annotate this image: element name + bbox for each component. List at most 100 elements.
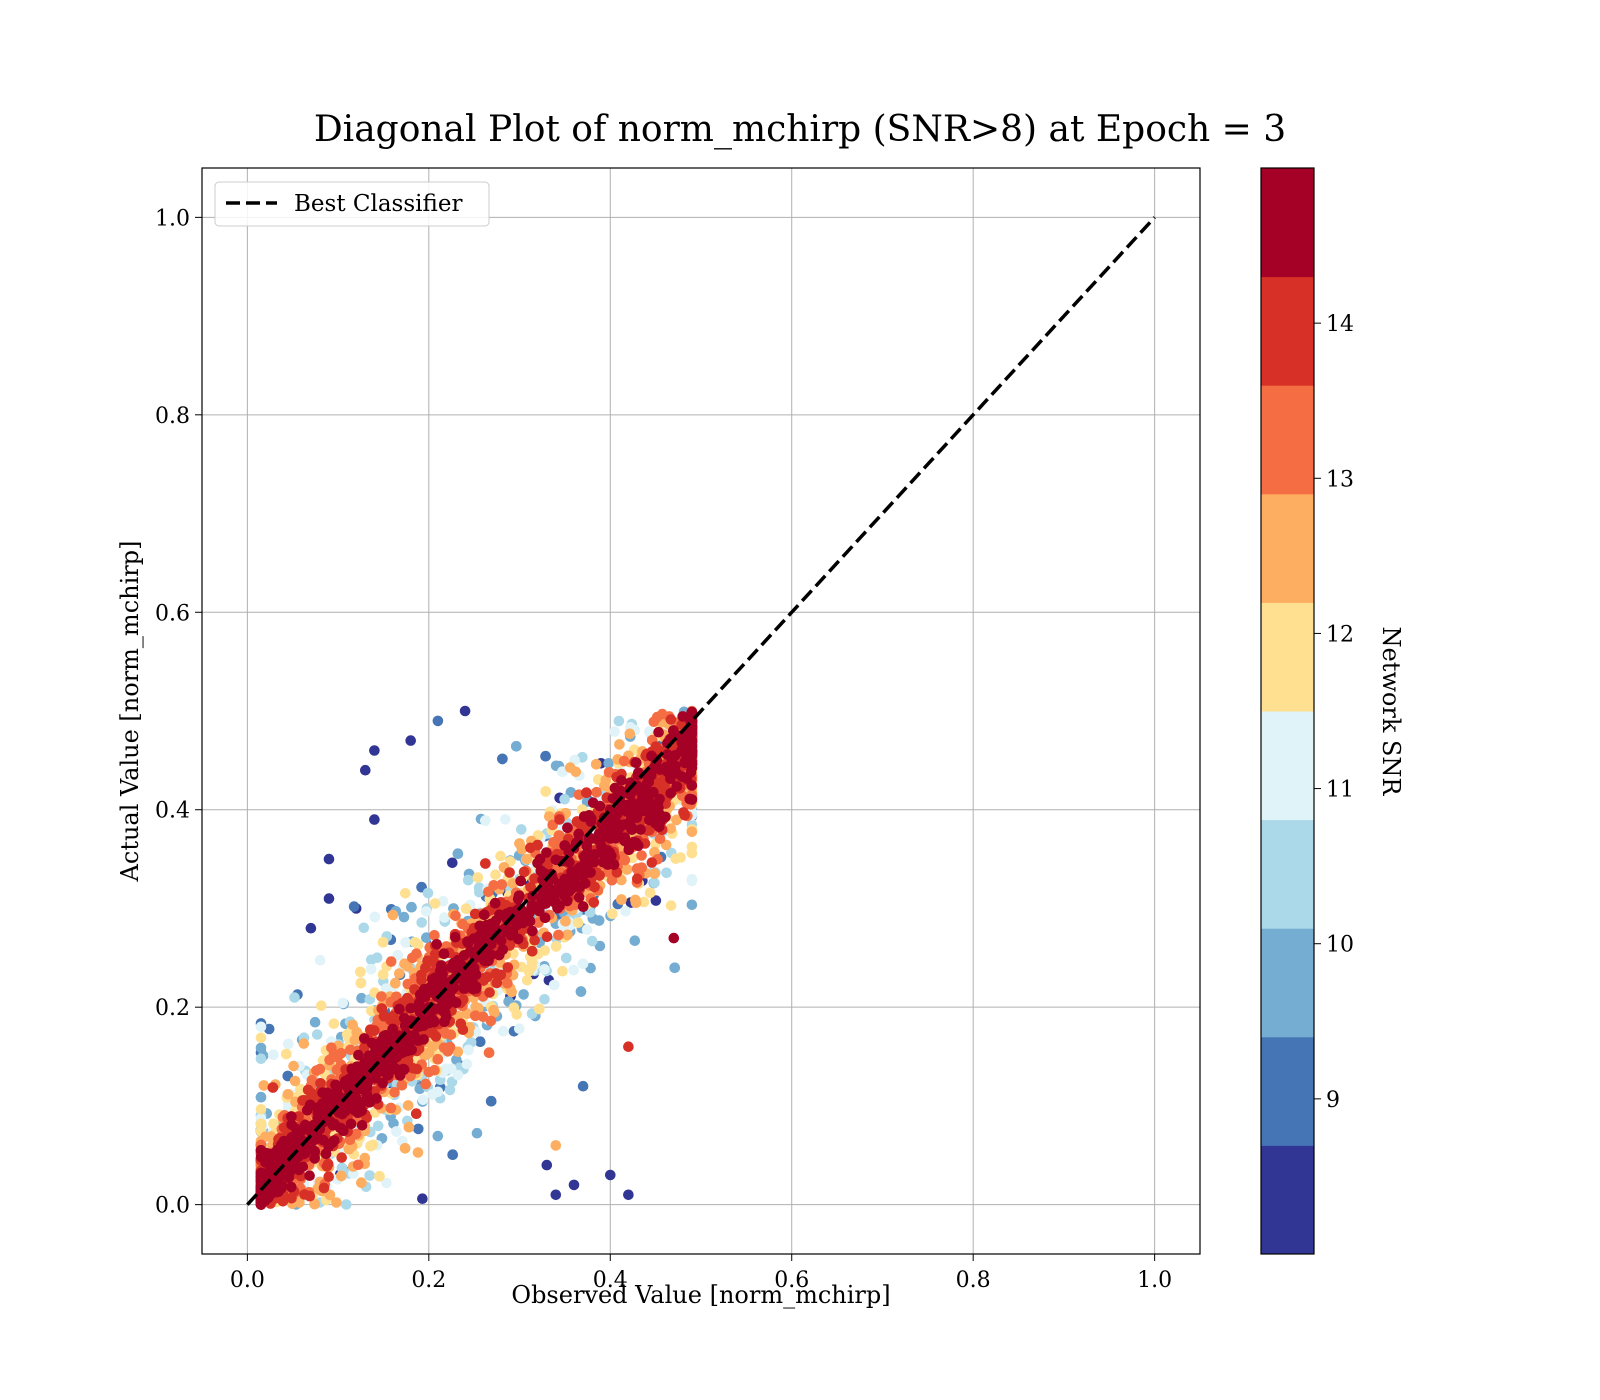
scatter-point [438,948,450,959]
scatter-point [594,940,606,952]
scatter-point [358,922,370,934]
scatter-point [306,1075,318,1086]
scatter-point [298,1038,310,1049]
scatter-point [376,991,387,1002]
scatter-point [432,1054,444,1065]
scatter-point [496,879,508,890]
scatter-point [553,929,564,941]
scatter-point [474,1036,486,1047]
scatter-point [417,1094,429,1106]
scatter-point [481,971,493,983]
scatter-point [504,867,515,878]
scatter-point [356,1120,368,1131]
scatter-point [539,964,550,975]
scatter-point [564,762,576,773]
scatter-point [565,787,577,798]
scatter-point [304,1170,315,1181]
scatter-point [305,1099,316,1111]
scatter-point [620,906,631,917]
scatter-point [445,1063,457,1074]
scatter-point [297,1161,309,1173]
scatter-point [483,1047,495,1058]
scatter-point [347,1019,359,1031]
scatter-point [385,956,397,967]
scatter-point [562,822,573,834]
scatter-point [309,1153,321,1164]
scatter-point [588,897,600,908]
scatter-point [636,850,647,861]
scatter-point [387,909,399,921]
scatter-point [406,901,417,913]
scatter-point [286,1181,297,1193]
scatter-point [377,1077,389,1089]
scatter-point [411,1108,422,1119]
scatter-point [429,930,440,941]
scatter-point [365,963,377,975]
scatter-point [382,1069,394,1081]
scatter-point [550,941,562,952]
scatter-point [550,1189,562,1201]
scatter-point [324,1189,336,1201]
scatter-point [539,994,550,1005]
scatter-point [669,962,680,974]
scatter-point [405,1003,417,1014]
scatter-point [623,1041,634,1052]
scatter-point [389,1015,400,1026]
scatter-point [577,1080,589,1092]
scatter-point [439,912,450,923]
scatter-point [323,893,335,904]
scatter-point [461,1058,473,1070]
scatter-point [668,932,680,944]
scatter-point [452,1046,464,1057]
scatter-point [366,954,377,966]
scatter-point [412,939,424,951]
scatter-point [480,815,491,826]
scatter-point [589,881,600,893]
scatter-point [511,741,522,752]
scatter-point [309,1198,320,1210]
scatter-point [629,935,641,946]
scatter-point [526,945,538,957]
scatter-point [356,1177,367,1188]
scatter-point [309,1016,321,1028]
scatter-point [263,1023,275,1035]
scatter-point [416,974,427,986]
scatter-point [541,1159,553,1171]
scatter-point [328,1018,340,1029]
scatter-point [671,814,682,826]
scatter-point [607,823,619,834]
scatter-point [463,1044,474,1056]
scatter-point [323,1171,335,1182]
scatter-point [561,952,572,964]
scatter-point [355,977,367,989]
scatter-point [632,873,643,885]
scatter-point [268,1049,279,1061]
scatter-point [255,1053,267,1065]
scatter-point [526,961,537,973]
scatter-point [644,887,656,899]
scatter-point [585,867,596,878]
scatter-point [337,997,349,1009]
scatter-point [557,766,568,777]
scatter-point [255,1042,267,1054]
scatter-point [460,903,472,914]
scatter-point [478,909,490,921]
scatter-point [429,948,441,960]
scatter-point [463,874,474,886]
scatter-point [572,917,584,928]
scatter-point [392,949,404,961]
scatter-point [521,853,533,865]
scatter-point [305,922,317,934]
scatter-point [508,1002,520,1013]
scatter-point [314,954,326,966]
scatter-point [618,755,630,767]
scatter-point [403,1121,415,1133]
scatter-point [330,1079,341,1091]
scatter-point [540,750,551,762]
scatter-point [635,824,646,835]
scatter-point [605,1169,616,1181]
scatter-point [328,1049,340,1060]
scatter-point [341,1199,352,1210]
scatter-point [471,1127,483,1139]
scatter-point [521,975,533,986]
